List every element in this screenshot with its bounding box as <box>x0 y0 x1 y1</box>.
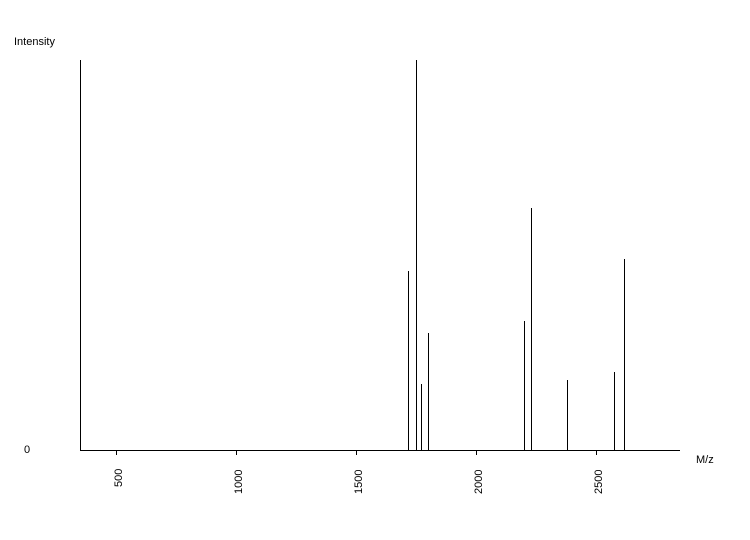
spectrum-peak <box>524 321 525 450</box>
x-tick-mark <box>116 450 117 455</box>
spectrum-peak <box>428 333 429 450</box>
x-tick-label: 500 <box>113 469 125 487</box>
x-tick-mark <box>476 450 477 455</box>
y-axis-label: Intensity <box>14 36 55 48</box>
spectrum-peak <box>416 60 417 450</box>
spectrum-chart: Intensity M/z 0 500 1000 1500 2000 2500 <box>0 0 750 540</box>
spectrum-peak <box>408 271 409 450</box>
spectrum-peak <box>624 259 625 450</box>
x-tick-label: 1500 <box>353 470 365 494</box>
x-tick-label: 2000 <box>473 470 485 494</box>
x-tick-mark <box>356 450 357 455</box>
spectrum-peak <box>531 208 532 450</box>
x-axis-line <box>80 450 680 451</box>
x-tick-mark <box>596 450 597 455</box>
x-tick-mark <box>236 450 237 455</box>
y-axis-line <box>80 60 81 450</box>
x-tick-label: 1000 <box>233 470 245 494</box>
spectrum-peak <box>614 372 615 450</box>
y-axis-zero: 0 <box>24 444 30 456</box>
x-axis-label: M/z <box>696 454 714 466</box>
spectrum-peak <box>567 380 568 450</box>
x-tick-label: 2500 <box>593 470 605 494</box>
spectrum-peak <box>421 384 422 450</box>
